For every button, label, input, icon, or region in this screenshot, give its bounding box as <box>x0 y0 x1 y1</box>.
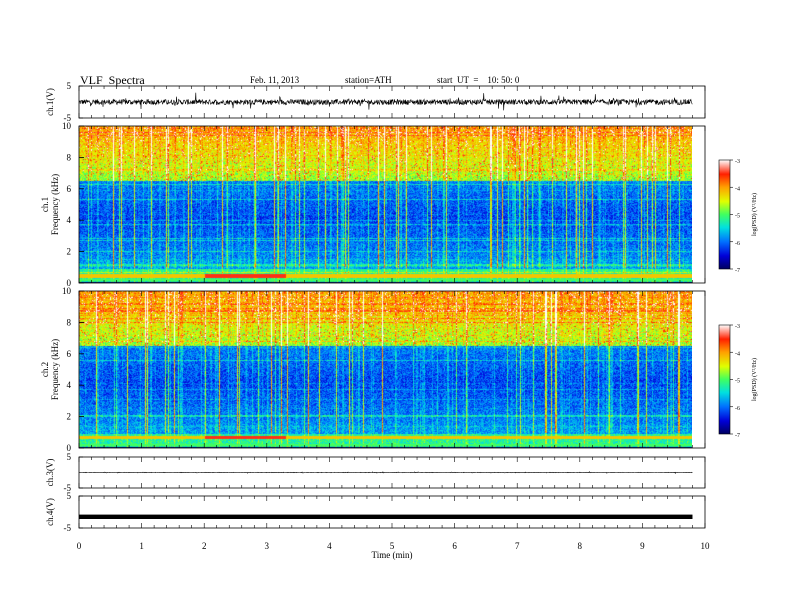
ch1-spectrogram-ytick-label: 4 <box>67 215 72 225</box>
ch1-spectrogram-colorbar-label: log(PSD) (V²/Hz) <box>751 193 758 236</box>
x-axis-label: Time (min) <box>372 550 413 560</box>
xtick-label: 7 <box>515 541 520 551</box>
ch1-spectrogram-ytick-label: 10 <box>62 121 72 131</box>
ch1-waveform-trace <box>78 92 693 111</box>
ch3-waveform-ytick-label: -5 <box>64 483 72 493</box>
xtick-label: 2 <box>202 541 207 551</box>
ch2-spectrogram-colorbar-tick-label: -3 <box>735 324 740 330</box>
xtick-label: 10 <box>701 541 711 551</box>
start-time-label: start UT = 10: 50: 0 <box>437 75 520 85</box>
ch2-spectrogram-ytick-label: 0 <box>67 443 72 453</box>
ch1-waveform-ytick-label: -5 <box>64 113 72 123</box>
ch1-spectrogram-ylabel: Frequency (kHz) <box>50 174 60 235</box>
ch3-waveform-trace <box>78 470 693 475</box>
ch1-spectrogram-channel-label: ch.1 <box>40 197 50 212</box>
ch2-spectrogram-ytick-label: 4 <box>67 380 72 390</box>
xtick-label: 4 <box>327 541 332 551</box>
ch1-waveform-ytick-label: 5 <box>67 81 72 91</box>
ch2-spectrogram-ytick-label: 8 <box>67 317 72 327</box>
ch2-spectrogram-colorbar-tick-label: -6 <box>735 406 740 412</box>
ch1-spectrogram-colorbar-tick-label: -3 <box>735 159 740 165</box>
ch2-spectrogram-ytick-label: 2 <box>67 412 72 422</box>
ch4-waveform-ytick-label: 5 <box>67 491 72 501</box>
ch1-waveform-ylabel: ch.1(V) <box>45 88 55 116</box>
ch2-spectrogram-ylabel: Frequency (kHz) <box>50 339 60 400</box>
ch1-spectrogram-ytick-label: 6 <box>67 184 72 194</box>
ch2-spectrogram-colorbar <box>718 324 731 435</box>
ch2-spectrogram-channel-label: ch.2 <box>40 362 50 377</box>
ch2-spectrogram-ytick-label: 10 <box>62 286 72 296</box>
ch4-waveform-ytick-label: -5 <box>64 523 72 533</box>
ch1-spectrogram-blank-area <box>692 126 705 283</box>
xtick-label: 8 <box>578 541 583 551</box>
ch2-spectrogram-image <box>79 291 692 448</box>
ch1-spectrogram-colorbar-tick-label: -4 <box>735 186 740 192</box>
ch3-waveform-ytick-label: 5 <box>67 452 72 462</box>
date-label: Feb. 11, 2013 <box>250 75 300 85</box>
ch1-spectrogram-ytick-label: 8 <box>67 152 72 162</box>
ch2-spectrogram-blank-area <box>692 291 705 448</box>
xtick-label: 6 <box>452 541 457 551</box>
xtick-label: 0 <box>77 541 82 551</box>
ch2-spectrogram-colorbar-tick-label: -4 <box>735 351 740 357</box>
ch1-spectrogram-image <box>79 126 692 283</box>
ch1-spectrogram-ytick-label: 0 <box>67 278 72 288</box>
xtick-label: 3 <box>265 541 270 551</box>
xtick-label: 9 <box>640 541 645 551</box>
ch1-spectrogram-colorbar-tick-label: -6 <box>735 241 740 247</box>
ch4-waveform-trace <box>79 514 693 519</box>
figure-title: VLF Spectra <box>80 73 145 87</box>
ch4-waveform-ylabel: ch.4(V) <box>45 498 55 526</box>
xtick-label: 1 <box>139 541 144 551</box>
station-label: station=ATH <box>345 75 392 85</box>
ch2-spectrogram-colorbar-label: log(PSD) (V²/Hz) <box>751 358 758 401</box>
ch1-spectrogram-colorbar-tick-label: -5 <box>735 214 740 220</box>
xtick-label: 5 <box>390 541 395 551</box>
ch1-spectrogram-colorbar-tick-label: -7 <box>735 268 740 274</box>
ch1-spectrogram-colorbar <box>718 159 731 270</box>
ch3-waveform-ylabel: ch.3(V) <box>45 459 55 487</box>
ch2-spectrogram-ytick-label: 6 <box>67 349 72 359</box>
ch2-spectrogram-colorbar-tick-label: -7 <box>735 433 740 439</box>
ch1-spectrogram-ytick-label: 2 <box>67 247 72 257</box>
ch2-spectrogram-colorbar-tick-label: -5 <box>735 379 740 385</box>
